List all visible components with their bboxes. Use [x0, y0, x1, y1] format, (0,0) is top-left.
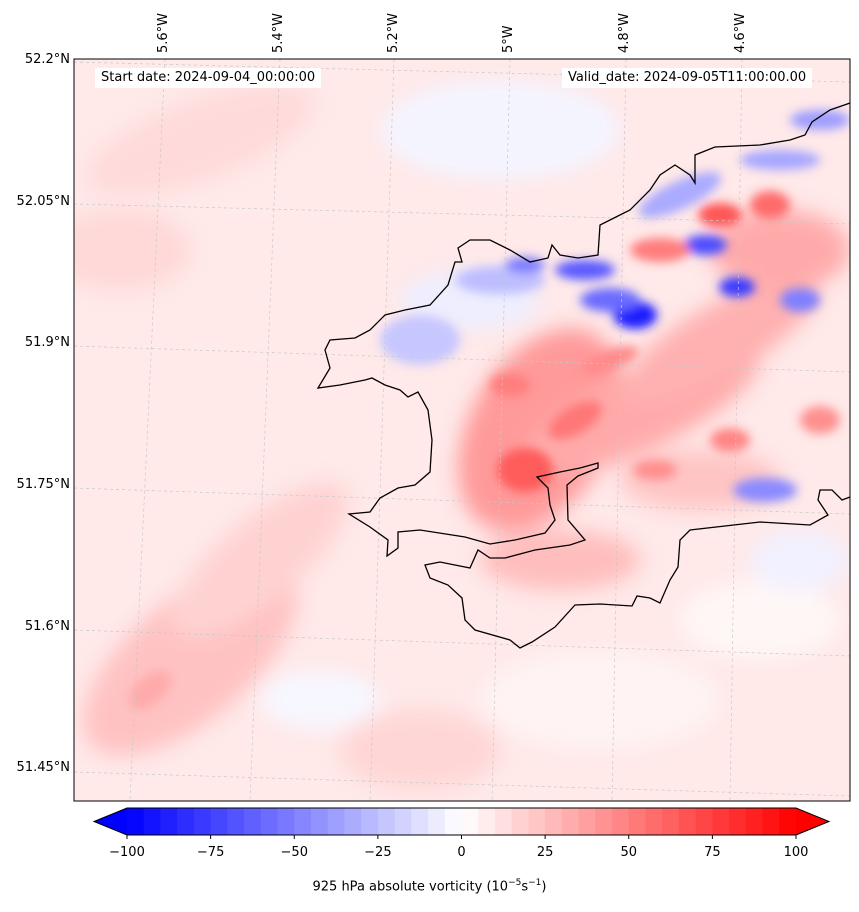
colorbar-segment: [461, 808, 479, 835]
colorbar-segment: [310, 808, 329, 835]
colorbar: [92, 807, 831, 839]
colorbar-segment: [177, 808, 195, 835]
colorbar-tick-label: 75: [704, 845, 721, 860]
colorbar-segment: [193, 808, 212, 835]
colorbar-label-unit: s: [521, 879, 529, 895]
vorticity-field: [74, 59, 850, 801]
colorbar-segment: [612, 808, 630, 835]
colorbar-segment: [227, 808, 245, 835]
lon-label: 5°W: [501, 25, 516, 53]
colorbar-segment: [478, 808, 496, 835]
lat-label: 51.75°N: [16, 477, 70, 492]
colorbar-segment: [277, 808, 295, 835]
colorbar-label-exponent: −5: [508, 878, 522, 888]
colorbar-segment: [595, 808, 613, 835]
coastline: [316, 102, 850, 649]
colorbar-segment: [361, 808, 379, 835]
colorbar-segment: [260, 808, 279, 835]
colorbar-segment: [678, 808, 697, 835]
lon-label: 5.2°W: [386, 12, 401, 53]
colorbar-tick-label: 0: [457, 845, 466, 860]
valid-date-label: Valid_date: 2024-09-05T11:00:00.00: [562, 68, 813, 88]
colorbar-tick-label: 100: [783, 845, 809, 860]
lat-label: 51.9°N: [24, 335, 70, 350]
colorbar-tick-label: −50: [280, 845, 308, 860]
colorbar-segment: [428, 808, 446, 835]
colorbar-segment: [377, 808, 396, 835]
lat-label: 52.2°N: [24, 52, 70, 67]
colorbar-segment: [745, 808, 764, 835]
plot-frame: [73, 58, 851, 802]
colorbar-segment: [127, 808, 145, 835]
lat-label: 51.6°N: [24, 619, 70, 634]
colorbar-segment: [695, 808, 713, 835]
colorbar-segment: [344, 808, 362, 835]
colorbar-segment: [511, 808, 529, 835]
colorbar-segment: [494, 808, 513, 835]
colorbar-segment: [561, 808, 580, 835]
colorbar-tick-label: −100: [109, 845, 145, 860]
lon-label: 4.6°W: [733, 12, 748, 53]
colorbar-segment: [645, 808, 663, 835]
colorbar-segment: [528, 808, 546, 835]
colorbar-segment: [160, 808, 178, 835]
colorbar-segment: [444, 808, 462, 835]
lon-label: 5.4°W: [271, 12, 286, 53]
colorbar-tick-label: 50: [620, 845, 638, 860]
colorbar-tick-label: 25: [536, 845, 554, 860]
colorbar-segment: [762, 808, 780, 835]
lon-label: 4.8°W: [617, 12, 632, 53]
colorbar-segment: [729, 808, 747, 835]
map-gridlines: [74, 59, 850, 801]
colorbar-segment: [779, 808, 797, 835]
colorbar-segment: [545, 808, 563, 835]
colorbar-segment: [712, 808, 730, 835]
colorbar-segment: [411, 808, 429, 835]
colorbar-tick-label: −25: [364, 845, 392, 860]
colorbar-segment: [294, 808, 312, 835]
detail-field-layer: [128, 110, 850, 710]
colorbar-segment: [210, 808, 228, 835]
colorbar-segment: [143, 808, 161, 835]
lat-label: 52.05°N: [16, 194, 70, 209]
colorbar-segment: [244, 808, 262, 835]
start-date-label: Start date: 2024-09-04_00:00:00: [95, 68, 322, 88]
colorbar-segment: [628, 808, 646, 835]
colorbar-label: 925 hPa absolute vorticity (10−5s−1): [0, 878, 859, 894]
colorbar-segment: [327, 808, 345, 835]
colorbar-label-exponent: −1: [528, 878, 542, 888]
lon-label: 5.6°W: [156, 12, 171, 53]
colorbar-segment: [662, 808, 680, 835]
colorbar-tick-label: −75: [196, 845, 225, 860]
colorbar-segment: [394, 808, 412, 835]
colorbar-label-prefix: 925 hPa absolute vorticity (10: [312, 879, 509, 895]
colorbar-segment: [578, 808, 596, 835]
colorbar-extend-max: [796, 808, 829, 835]
lat-label: 51.45°N: [16, 760, 70, 775]
colorbar-label-suffix: ): [541, 879, 547, 895]
colorbar-extend-min: [94, 808, 127, 835]
